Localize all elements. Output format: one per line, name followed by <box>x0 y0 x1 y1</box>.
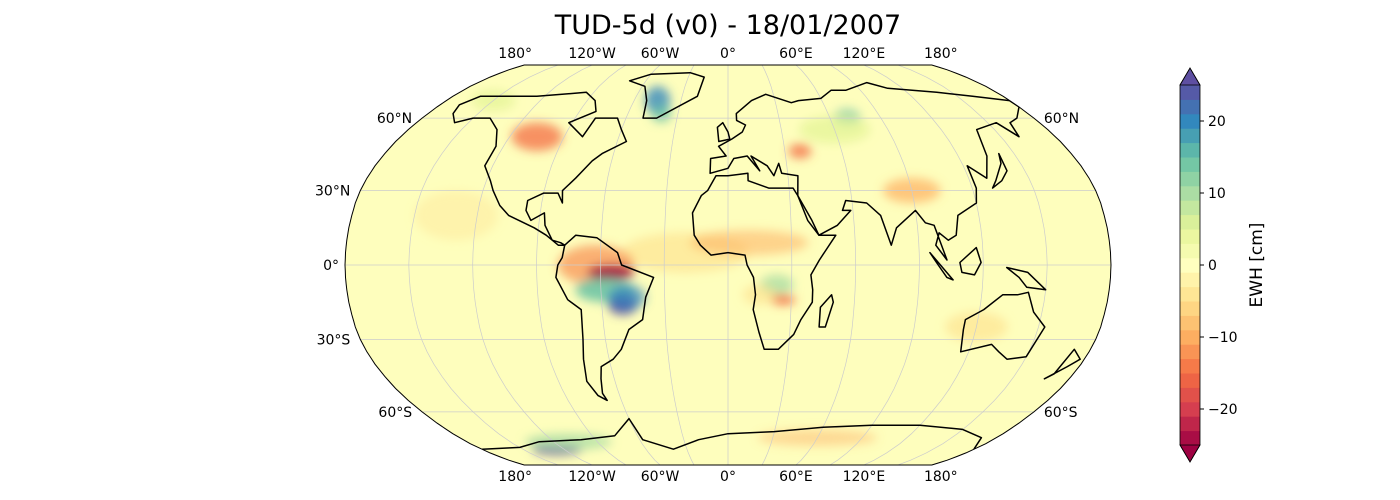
lon-label-top: 180° <box>924 46 958 62</box>
lat-label-left: 30°N <box>315 184 350 200</box>
anomaly-blob <box>788 143 812 159</box>
map-border <box>344 64 1112 466</box>
colorbar-label: EWH [cm] <box>1247 223 1267 308</box>
colorbar-level <box>1180 157 1200 172</box>
colorbar-level <box>1180 430 1200 446</box>
coastline-borneo <box>959 246 982 276</box>
lon-label-top: 180° <box>498 46 532 62</box>
lat-label-left: 60°S <box>378 405 412 421</box>
anomaly-blob <box>689 230 809 256</box>
colorbar-level <box>1180 329 1200 345</box>
colorbar-level <box>1180 99 1200 115</box>
colorbar-tick-label: 10 <box>1208 186 1226 202</box>
coastline-new-zealand <box>1043 348 1081 380</box>
colorbar-level <box>1180 142 1200 158</box>
coastline-antarctica <box>482 417 983 450</box>
colorbar-level <box>1180 401 1200 417</box>
lat-label-left: 60°N <box>377 111 412 127</box>
anomaly-blob <box>742 284 777 305</box>
lon-label-bottom: 0° <box>720 469 736 485</box>
colorbar-level <box>1180 387 1200 403</box>
colorbar-level <box>1180 272 1200 288</box>
coastline-africa <box>691 172 837 351</box>
colorbar-level <box>1180 85 1200 100</box>
coastline-sumatra <box>929 251 954 281</box>
colorbar-level <box>1180 171 1200 187</box>
anomaly-blob <box>607 284 646 310</box>
colorbar-tick-label: 0 <box>1208 258 1217 274</box>
colorbar-outline <box>1179 67 1201 463</box>
colorbar-level <box>1180 128 1200 144</box>
lon-label-bottom: 60°E <box>779 469 813 485</box>
lon-label-top: 120°W <box>568 46 616 62</box>
anomaly-blob <box>651 104 672 123</box>
coastline-north-america <box>452 91 628 246</box>
colorbar-tick-label: 20 <box>1208 114 1226 130</box>
lat-label-left: 0° <box>323 258 339 274</box>
coastline-japan <box>991 152 1008 189</box>
colorbar-level <box>1180 373 1200 388</box>
lon-label-bottom: 120°E <box>843 469 886 485</box>
anomaly-blob <box>770 294 796 305</box>
coastline-madagascar <box>818 294 835 328</box>
lon-label-top: 60°W <box>641 46 680 62</box>
coastline-eurasia <box>709 81 1020 261</box>
colorbar-extend-max <box>1179 67 1201 86</box>
colorbar-level <box>1180 243 1200 259</box>
colorbar-level <box>1180 113 1200 129</box>
map-content <box>345 65 1111 465</box>
coastline-south-america <box>555 234 655 402</box>
anomaly-blob <box>587 265 635 280</box>
colorbar-level <box>1180 286 1200 302</box>
lon-label-top: 60°E <box>779 46 813 62</box>
lat-label-left: 30°S <box>317 332 351 348</box>
coastline-greenland <box>628 71 705 119</box>
coastline-new-guinea <box>1005 266 1047 291</box>
colorbar-level <box>1180 257 1200 273</box>
colorbar-level <box>1180 200 1200 216</box>
colorbar-level <box>1180 301 1200 316</box>
anomaly-blob <box>524 433 612 450</box>
colorbar: 20 10 0 −10 −20 EWH [cm] <box>1179 67 1267 463</box>
colorbar-level <box>1180 185 1200 201</box>
lon-label-top: 120°E <box>843 46 886 62</box>
lon-label-top: 0° <box>720 46 736 62</box>
colorbar-extend-min <box>1179 444 1201 463</box>
lat-label-right: 60°N <box>1044 111 1079 127</box>
colorbar-tick-label: −20 <box>1208 402 1238 418</box>
colorbar-level <box>1180 214 1200 230</box>
colorbar-level <box>1180 229 1200 244</box>
coastline-australia <box>959 291 1046 360</box>
map-title: TUD-5d (v0) - 18/01/2007 <box>554 10 902 41</box>
lon-label-bottom: 120°W <box>568 469 616 485</box>
colorbar-level <box>1180 358 1200 374</box>
lon-label-bottom: 180° <box>498 469 532 485</box>
colorbar-level <box>1180 416 1200 432</box>
anomaly-blob <box>414 190 499 241</box>
anomaly-blob <box>511 122 563 151</box>
lon-label-bottom: 180° <box>924 469 958 485</box>
colorbar-level <box>1180 344 1200 360</box>
lat-label-right: 60°S <box>1044 405 1078 421</box>
colorbar-tick-label: −10 <box>1208 330 1238 346</box>
colorbar-level <box>1180 315 1200 331</box>
lon-label-bottom: 60°W <box>641 469 680 485</box>
coastline-great-britain <box>716 121 731 143</box>
